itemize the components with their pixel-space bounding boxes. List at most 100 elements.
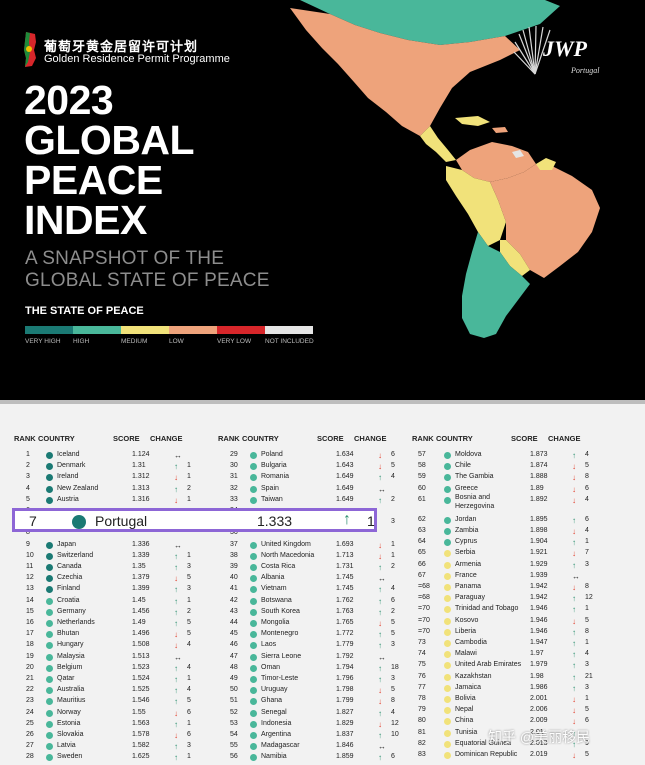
change-up-arrow-icon: ↑ [174,551,178,561]
country-cell: Taiwan [261,495,283,503]
change-cell: 5 [187,619,191,626]
country-cell: Spain [261,484,279,492]
change-down-arrow-icon: ↓ [174,495,178,505]
score-cell: 1.563 [132,719,150,727]
status-dot [46,463,53,471]
rank-cell: 9 [26,540,30,548]
score-cell: 1.796 [336,675,354,682]
country-cell: Qatar [57,675,75,682]
score-cell: 1.947 [530,639,548,646]
change-up-arrow-icon: ↑ [572,683,576,693]
country-cell: Hungary [57,641,84,649]
legend-swatch [265,326,313,334]
rank-cell: 82 [418,739,426,747]
score-cell: 1.946 [530,627,548,635]
score-cell: 1.336 [132,540,150,548]
status-dot [46,743,53,751]
country-cell: Croatia [57,596,80,604]
change-cell: 2 [391,495,395,503]
column-header: COUNTRY [38,434,75,443]
rank-cell: 46 [230,641,238,649]
change-down-arrow-icon: ↓ [174,641,178,651]
change-cell: 3 [391,641,395,649]
change-cell: 5 [391,630,395,638]
rank-cell: =70 [418,627,430,635]
change-cell: 1 [585,538,589,546]
country-cell: Argentina [261,731,291,738]
status-dot [444,539,451,547]
status-dot [444,561,451,569]
change-down-arrow-icon: ↓ [572,616,576,626]
score-cell: 1.89 [530,484,544,492]
table-row: 82 Equatorial Guinea 2.013 ↑ 9 [398,740,598,751]
highlighted-row-portugal[interactable]: 7 Portugal 1.333 ↑ 1 [12,508,377,532]
change-cell: 1 [187,675,191,682]
table-row: 54 Argentina 1.837 ↑ 10 [204,731,404,742]
change-cell: 5 [391,619,395,626]
score-cell: 2.01 [530,728,544,736]
status-dot [444,485,451,493]
status-dot [46,485,53,493]
rank-cell: 41 [230,585,238,593]
score-cell: 2.001 [530,695,548,702]
change-cell: 12 [391,719,399,727]
status-dot [444,684,451,692]
country-cell: France [455,571,477,579]
change-up-arrow-icon: ↑ [378,630,382,640]
table-row: 44 Mongolia 1.765 ↓ 5 [204,619,404,630]
change-down-arrow-icon: ↓ [174,574,178,584]
score-cell: 1.582 [132,742,150,750]
score-cell: 1.772 [336,630,354,638]
rank-cell: 67 [418,571,426,579]
table-row: 24 Norway 1.55 ↓ 6 [0,709,200,720]
country-cell: Canada [57,563,82,570]
table-row: 3 Ireland 1.312 ↓ 1 [0,473,200,484]
change-down-arrow-icon: ↓ [378,719,382,729]
status-dot [46,586,53,594]
country-cell: Australia [57,686,85,694]
rank-cell: 48 [230,663,238,671]
rank-cell: 54 [230,731,238,738]
table-row: 9 Japan 1.336 ↔ [0,541,200,552]
column-header: SCORE [113,434,140,443]
score-cell: 1.762 [336,596,354,604]
status-dot [444,516,451,524]
change-up-arrow-icon: ↑ [174,675,178,684]
rank-cell: 29 [230,451,238,458]
rank-cell: 18 [26,641,34,649]
score-cell: 1.792 [336,652,354,660]
score-cell: 1.45 [132,596,146,604]
table-row: 51 Ghana 1.799 ↓ 8 [204,697,404,708]
change-up-arrow-icon: ↑ [572,739,576,749]
score-cell: 1.55 [132,708,146,716]
status-dot [444,628,451,636]
table-row: 5 Austria 1.316 ↓ 1 [0,496,200,507]
change-cell: 4 [585,451,589,458]
status-dot [250,709,257,717]
table-row: 30 Bulgaria 1.643 ↓ 5 [204,462,404,473]
status-dot [444,651,451,659]
change-cell: 6 [585,515,589,523]
score-cell: 1.508 [132,641,150,649]
rank-cell: =70 [418,605,430,613]
subtitle-line: A SNAPSHOT OF THE [25,248,225,269]
country-cell: United Kingdom [261,540,311,548]
status-dot [250,732,257,739]
rank-cell: 22 [26,686,34,694]
table-row: 12 Czechia 1.379 ↓ 5 [0,574,200,585]
portugal-map-icon [24,32,36,67]
table-row: 45 Montenegro 1.772 ↑ 5 [204,630,404,641]
legend-label: HIGH [73,338,90,345]
change-cell: 8 [585,627,589,635]
rank-cell: 79 [418,706,426,714]
country-cell: Switzerland [57,551,94,559]
country-cell: Zambia [455,527,479,534]
change-down-arrow-icon: ↓ [572,527,576,536]
change-cell: 5 [391,686,395,694]
change-cell: 12 [585,594,593,602]
country-cell: Montenegro [261,630,299,638]
status-dot [46,564,53,571]
change-cell: 1 [187,596,191,604]
country-cell: Bulgaria [261,462,287,470]
status-dot [46,642,53,650]
